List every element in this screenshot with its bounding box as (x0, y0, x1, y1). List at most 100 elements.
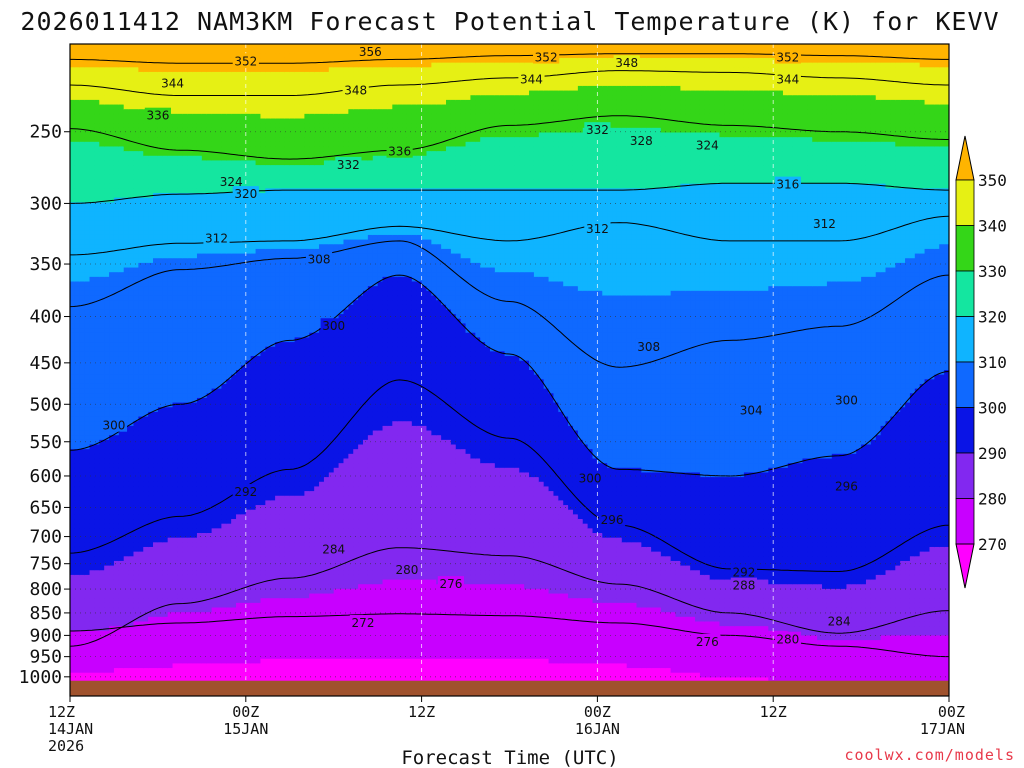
field-cell (79, 607, 86, 613)
field-cell (123, 304, 130, 311)
field-cell (143, 523, 149, 529)
field-cell (192, 397, 198, 404)
field-cell (231, 374, 237, 380)
field-cell (231, 141, 237, 148)
field-cell (123, 262, 130, 269)
field-cell (153, 537, 159, 543)
field-cell (138, 262, 144, 269)
field-cell (172, 579, 179, 585)
field-cell (70, 677, 76, 683)
field-cell (196, 663, 203, 669)
field-cell (99, 640, 105, 646)
field-cell (167, 574, 174, 581)
field-cell (94, 621, 100, 627)
field-cell (226, 574, 232, 581)
field-cell (113, 542, 120, 548)
field-cell (211, 328, 218, 334)
field-cell (196, 76, 203, 82)
field-cell (187, 481, 193, 488)
field-cell (187, 444, 193, 450)
field-cell (143, 207, 149, 213)
field-cell (162, 388, 169, 394)
field-cell (70, 509, 76, 515)
field-cell (143, 53, 149, 59)
field-cell (89, 435, 96, 441)
field-cell (123, 435, 130, 441)
field-cell (99, 430, 105, 436)
field-cell (143, 598, 149, 604)
field-cell (109, 658, 115, 664)
field-cell (226, 640, 232, 646)
field-cell (113, 295, 120, 301)
field-cell (99, 346, 105, 352)
field-cell (162, 160, 169, 166)
field-cell (187, 649, 193, 655)
field-cell (240, 225, 247, 231)
field-cell (138, 570, 144, 576)
field-cell (79, 239, 86, 245)
field-cell (84, 593, 91, 599)
field-cell (99, 407, 105, 413)
field-cell (109, 44, 115, 50)
field-cell (84, 388, 91, 394)
field-cell (240, 67, 247, 73)
field-cell (206, 211, 213, 217)
field-cell (113, 481, 120, 488)
field-cell (196, 677, 203, 683)
field-cell (94, 295, 100, 301)
field-cell (79, 425, 86, 432)
field-cell (70, 644, 76, 651)
field-cell (123, 579, 130, 585)
field-cell (221, 495, 227, 501)
field-cell (162, 295, 169, 301)
field-cell (172, 239, 179, 245)
field-cell (182, 439, 188, 446)
field-cell (138, 640, 144, 646)
field-cell (148, 276, 154, 283)
field-cell (157, 48, 164, 54)
field-cell (221, 477, 227, 483)
field-cell (196, 62, 203, 68)
field-cell (187, 533, 193, 539)
field-cell (226, 621, 232, 627)
field-cell (143, 644, 149, 651)
field-cell (113, 276, 120, 283)
field-cell (221, 556, 227, 562)
field-cell (153, 216, 159, 222)
field-cell (192, 99, 198, 106)
field-cell (70, 439, 76, 446)
field-cell (109, 444, 115, 450)
field-cell (206, 668, 213, 674)
field-cell (74, 248, 81, 255)
field-cell (167, 588, 174, 595)
field-cell (99, 542, 105, 548)
field-cell (123, 491, 130, 497)
field-cell (70, 481, 76, 488)
field-cell (226, 383, 232, 390)
field-cell (201, 658, 208, 664)
field-cell (177, 365, 183, 371)
field-cell (182, 677, 188, 683)
field-cell (240, 388, 247, 394)
field-cell (172, 640, 179, 646)
field-cell (182, 53, 188, 59)
field-cell (226, 444, 232, 450)
field-cell (104, 458, 110, 464)
field-cell (94, 123, 100, 129)
field-cell (70, 393, 76, 399)
field-cell (118, 379, 125, 385)
field-cell (231, 640, 237, 646)
field-cell (226, 137, 232, 143)
field-cell (84, 397, 91, 404)
field-cell (109, 356, 115, 362)
field-cell (118, 635, 125, 641)
field-cell (138, 379, 144, 385)
field-cell (231, 132, 237, 138)
field-cell (118, 495, 125, 501)
field-cell (74, 421, 81, 427)
field-cell (211, 598, 218, 604)
field-cell (226, 570, 232, 576)
field-cell (138, 365, 144, 371)
field-cell (153, 602, 159, 609)
field-cell (201, 360, 208, 366)
